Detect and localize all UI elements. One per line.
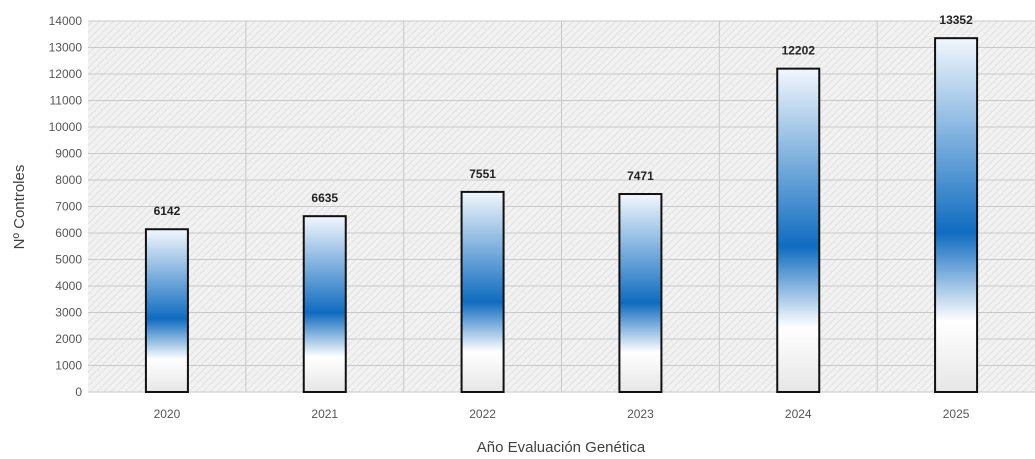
x-tick-label: 2021 xyxy=(311,407,338,421)
grid-lines xyxy=(88,20,1035,393)
data-labels: 6142 6635 7551 7471 12202 13352 xyxy=(154,13,974,218)
y-tick-label: 4000 xyxy=(55,279,82,293)
y-tick-label: 12000 xyxy=(49,67,83,81)
bar-2025 xyxy=(934,37,979,394)
x-axis-ticks: 2020 2021 2022 2023 2024 2025 xyxy=(154,407,970,421)
x-tick-label: 2022 xyxy=(469,407,496,421)
data-label-2020: 6142 xyxy=(154,204,181,218)
y-tick-label: 2000 xyxy=(55,332,82,346)
bar-2023 xyxy=(618,193,663,393)
y-tick-label: 1000 xyxy=(55,359,82,373)
y-tick-label: 9000 xyxy=(55,147,82,161)
y-tick-label: 6000 xyxy=(55,226,82,240)
bar-2022 xyxy=(460,190,505,393)
data-label-2023: 7471 xyxy=(627,169,654,183)
y-tick-label: 7000 xyxy=(55,200,82,214)
x-axis-title: Año Evaluación Genética xyxy=(477,439,646,456)
x-tick-label: 2020 xyxy=(154,407,181,421)
x-tick-label: 2023 xyxy=(627,407,654,421)
y-tick-label: 10000 xyxy=(49,120,83,134)
data-label-2022: 7551 xyxy=(469,167,496,181)
data-label-2021: 6635 xyxy=(311,191,338,205)
y-tick-label: 14000 xyxy=(49,14,83,28)
data-label-2024: 12202 xyxy=(782,44,816,58)
y-tick-label: 8000 xyxy=(55,173,82,187)
y-tick-label: 13000 xyxy=(49,41,83,55)
y-tick-label: 5000 xyxy=(55,253,82,267)
y-tick-label: 11000 xyxy=(50,94,83,108)
y-axis-title: Nº Controles xyxy=(11,165,28,250)
bars xyxy=(144,37,979,394)
bar-2020 xyxy=(144,228,189,393)
bar-2021 xyxy=(302,215,347,393)
y-tick-label: 0 xyxy=(75,385,82,399)
x-tick-label: 2025 xyxy=(943,407,970,421)
data-label-2025: 13352 xyxy=(939,13,973,27)
y-axis-ticks: 0 1000 2000 3000 4000 5000 6000 7000 8000 9000 100… xyxy=(49,14,83,399)
bar-2024 xyxy=(776,67,821,393)
y-tick-label: 3000 xyxy=(55,306,82,320)
x-tick-label: 2024 xyxy=(785,407,812,421)
